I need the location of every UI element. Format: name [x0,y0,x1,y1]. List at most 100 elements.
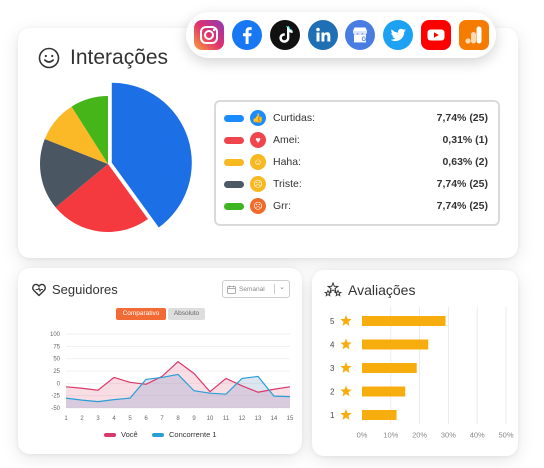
reaction-value: 0,31% (1) [442,134,488,146]
legend-item-concorrente: Concorrente 1 [152,430,217,439]
x-tick-label: 30% [441,431,456,440]
pie-slice [71,96,108,164]
reaction-value: 7,74% (25) [436,112,488,124]
legend-swatch [104,432,116,437]
rating-label: 4 [330,341,335,350]
pie-slice [55,164,148,233]
star-icon [340,385,352,397]
x-tick-label: 8 [176,416,180,422]
star-icon [340,409,352,420]
google-analytics-icon[interactable] [458,20,489,50]
avaliacoes-title: Avaliações [348,282,416,298]
calendar-icon [227,285,236,294]
avaliacoes-header: Avaliações [324,282,415,298]
rating-bar [362,339,429,350]
x-tick-label: 4 [112,416,116,422]
y-tick-label: 100 [50,332,61,338]
rating-label: 5 [330,317,335,326]
avaliacoes-card: 0% 10% 20% 30% 40% 50% 5 4 3 2 1 Avaliações [312,270,518,456]
reaction-color-swatch [224,202,244,210]
x-tick-label: 14 [271,416,278,422]
x-tick-label: 11 [223,416,230,422]
rating-label: 1 [330,411,335,420]
series-area [66,361,290,408]
love-icon: ♥ [250,132,266,148]
facebook-icon[interactable] [231,20,262,50]
x-tick-label: 40% [470,431,485,440]
x-tick-label: 5 [128,416,132,422]
star-icon [340,362,352,373]
interacoes-card: Interações 👍 Curtidas: 7,74% (25) ♥ Amei: 0,3… [18,28,518,258]
legend-label-concorrente: Concorrente 1 [169,430,217,439]
absoluto-button[interactable]: Absoluto [168,308,205,320]
angry-icon: ☹ [250,198,266,214]
y-tick-label: -50 [51,406,60,412]
y-tick-label: -25 [51,394,60,400]
period-select[interactable]: Semanal ⌄ [222,280,290,298]
x-tick-label: 6 [144,416,148,422]
reaction-row: 👍 Curtidas: 7,74% (25) [224,108,488,128]
heart-icon [32,283,46,296]
reaction-color-swatch [224,114,244,122]
x-tick-label: 0% [357,431,368,440]
ratings-bar-chart: 0% 10% 20% 30% 40% 50% 5 4 3 2 1 [330,307,514,440]
reactions-pie-chart [40,82,192,233]
y-tick-label: 0 [57,381,61,387]
reaction-row: ☹ Grr: 7,74% (25) [224,196,488,216]
stars-icon [324,282,342,297]
seguidores-card: Seguidores Semanal ⌄ Comparativo Absolut… [18,268,302,454]
star-icon [340,338,352,350]
chevron-down-icon: ⌄ [279,284,285,291]
reaction-row: ♥ Amei: 0,31% (1) [224,130,488,150]
x-tick-label: 1 [64,416,68,422]
reaction-color-swatch [224,158,244,166]
comparativo-button[interactable]: Comparativo [116,308,166,320]
x-tick-label: 2 [80,416,84,422]
pie-slice [44,106,108,164]
period-select-value: Semanal [239,285,265,293]
twitter-icon[interactable] [383,20,414,50]
x-tick-label: 20% [412,431,427,440]
reaction-color-swatch [224,180,244,188]
rating-bar [362,316,446,326]
y-tick-label: 50 [53,357,60,363]
y-tick-label: 25 [53,369,60,375]
pie-slice [40,138,108,208]
legend-item-voce: Você [104,430,138,439]
x-tick-label: 7 [160,416,164,422]
x-tick-label: 15 [287,416,294,422]
reaction-value: 7,74% (25) [436,200,488,212]
x-tick-label: 12 [239,416,246,422]
rating-bar [362,386,406,397]
x-tick-label: 10 [207,416,214,422]
sad-icon: ☹ [250,176,266,192]
select-divider [274,284,275,294]
interacoes-header: Interações [38,46,168,70]
reaction-value: 7,74% (25) [436,178,488,190]
star-icon [340,315,352,326]
youtube-icon[interactable] [421,20,452,50]
pie-slice [111,82,192,228]
smile-icon [38,47,60,69]
instagram-icon[interactable] [194,20,224,50]
rating-bar [362,410,397,420]
reaction-label: Haha: [273,156,302,168]
reaction-label: Curtidas: [273,112,316,124]
rating-bar [362,363,417,373]
reaction-row: ☹ Triste: 7,74% (25) [224,174,488,194]
reaction-value: 0,63% (2) [442,156,488,168]
reaction-color-swatch [224,136,244,144]
tiktok-icon[interactable] [269,20,300,50]
rating-label: 2 [330,388,335,397]
legend-label-voce: Você [121,430,138,439]
svg-text:G: G [362,37,367,43]
x-tick-label: 9 [192,416,196,422]
reaction-label: Triste: [273,178,302,190]
reaction-label: Amei: [273,134,300,146]
interacoes-title: Interações [70,46,169,69]
linkedin-icon[interactable] [307,20,338,50]
x-tick-label: 13 [255,416,262,422]
x-tick-label: 10% [383,431,398,440]
google-business-icon[interactable]: G [345,20,376,50]
